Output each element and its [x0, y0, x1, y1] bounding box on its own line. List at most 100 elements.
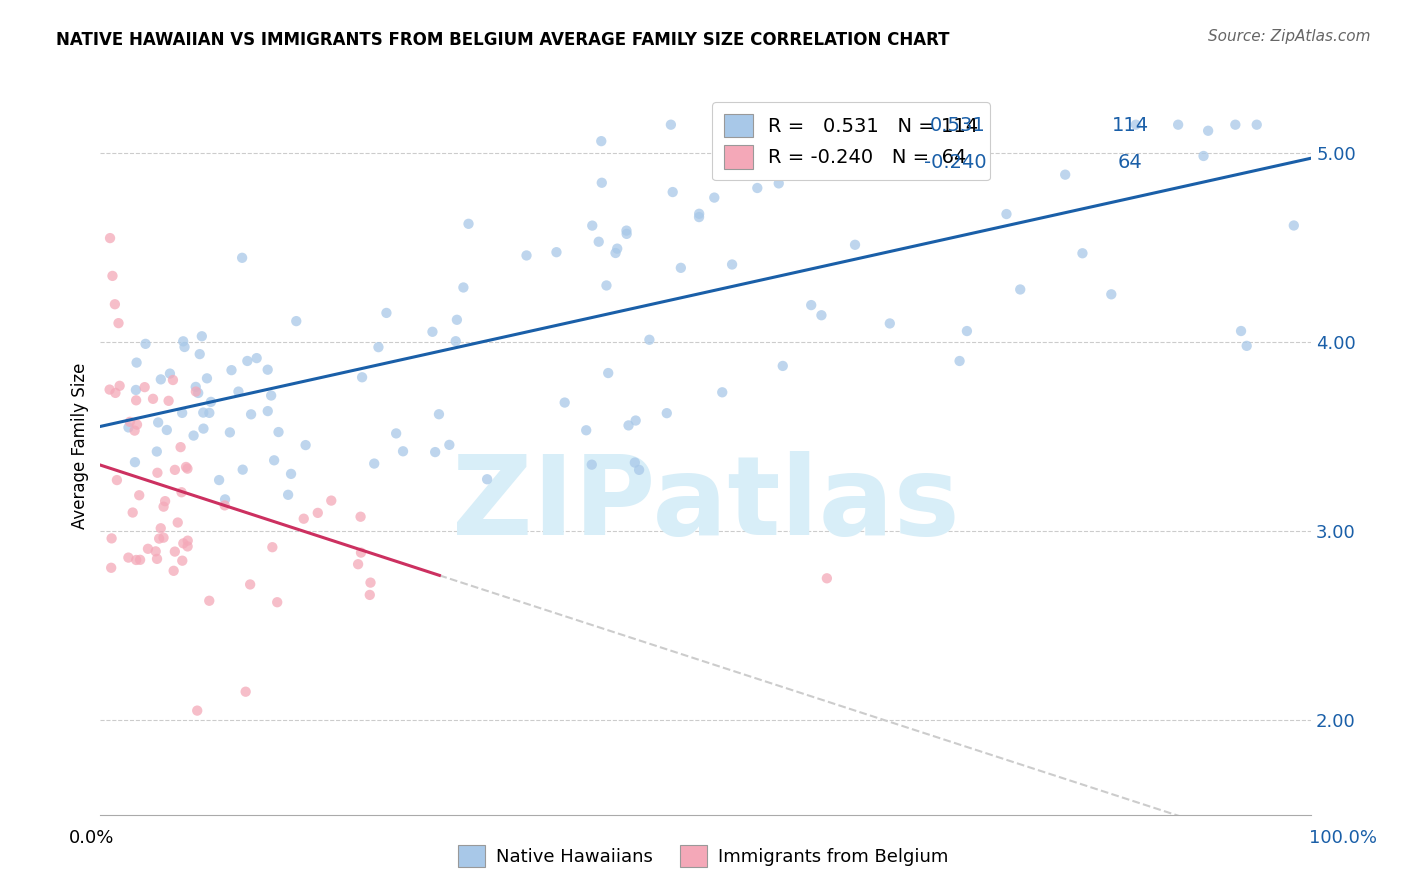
Text: 0.0%: 0.0%: [69, 829, 114, 847]
Point: [359, 588, 381, 602]
Point: [246, 351, 269, 365]
Point: [688, 207, 710, 221]
Point: [352, 370, 374, 384]
Point: [157, 393, 180, 408]
Point: [810, 308, 832, 322]
Point: [617, 418, 640, 433]
Point: [475, 472, 498, 486]
Point: [946, 120, 969, 134]
Point: [392, 444, 415, 458]
Point: [117, 420, 139, 434]
Point: [815, 571, 838, 585]
Point: [360, 575, 382, 590]
Point: [187, 386, 209, 401]
Point: [1010, 283, 1032, 297]
Point: [800, 298, 823, 312]
Point: [173, 340, 195, 354]
Point: [422, 325, 444, 339]
Point: [142, 392, 165, 406]
Point: [827, 118, 849, 132]
Point: [153, 494, 176, 508]
Point: [125, 417, 148, 432]
Point: [214, 499, 236, 513]
Point: [188, 347, 211, 361]
Point: [347, 558, 370, 572]
Point: [172, 554, 194, 568]
Point: [721, 258, 744, 272]
Point: [546, 245, 568, 260]
Point: [457, 217, 479, 231]
Point: [156, 423, 179, 437]
Point: [184, 384, 207, 399]
Point: [280, 467, 302, 481]
Point: [350, 546, 373, 560]
Point: [444, 334, 467, 349]
Point: [772, 359, 794, 373]
Point: [1230, 324, 1253, 338]
Point: [439, 438, 461, 452]
Point: [124, 455, 146, 469]
Point: [198, 406, 221, 420]
Legend: Native Hawaiians, Immigrants from Belgium: Native Hawaiians, Immigrants from Belgiu…: [451, 838, 955, 874]
Point: [208, 473, 231, 487]
Point: [688, 210, 710, 224]
Point: [235, 684, 257, 698]
Point: [446, 313, 468, 327]
Point: [1225, 118, 1247, 132]
Point: [1197, 124, 1219, 138]
Point: [598, 366, 620, 380]
Point: [363, 457, 385, 471]
Point: [98, 383, 121, 397]
Point: [136, 541, 159, 556]
Point: [239, 577, 262, 591]
Point: [146, 466, 169, 480]
Point: [267, 425, 290, 439]
Point: [669, 260, 692, 275]
Point: [453, 280, 475, 294]
Point: [152, 531, 174, 545]
Point: [117, 550, 139, 565]
Point: [581, 458, 603, 472]
Point: [193, 422, 215, 436]
Point: [170, 485, 193, 500]
Point: [638, 333, 661, 347]
Point: [159, 367, 181, 381]
Point: [591, 176, 613, 190]
Point: [176, 540, 198, 554]
Point: [129, 553, 152, 567]
Point: [145, 544, 167, 558]
Point: [995, 207, 1018, 221]
Point: [427, 407, 450, 421]
Point: [231, 251, 253, 265]
Point: [146, 416, 169, 430]
Point: [588, 235, 610, 249]
Point: [125, 393, 148, 408]
Point: [1192, 149, 1215, 163]
Point: [169, 440, 191, 454]
Point: [124, 424, 146, 438]
Point: [107, 316, 129, 330]
Point: [425, 445, 447, 459]
Point: [831, 118, 853, 132]
Text: NATIVE HAWAIIAN VS IMMIGRANTS FROM BELGIUM AVERAGE FAMILY SIZE CORRELATION CHART: NATIVE HAWAIIAN VS IMMIGRANTS FROM BELGI…: [56, 31, 949, 49]
Point: [1071, 246, 1094, 260]
Point: [628, 463, 651, 477]
Point: [321, 493, 343, 508]
Point: [294, 438, 316, 452]
Point: [1054, 168, 1077, 182]
Point: [146, 552, 169, 566]
Y-axis label: Average Family Size: Average Family Size: [72, 363, 89, 529]
Point: [515, 248, 537, 262]
Point: [162, 373, 184, 387]
Point: [385, 426, 408, 441]
Point: [367, 340, 389, 354]
Point: [263, 453, 285, 467]
Point: [125, 383, 148, 397]
Point: [186, 704, 208, 718]
Point: [256, 362, 278, 376]
Point: [101, 268, 124, 283]
Point: [174, 460, 197, 475]
Point: [184, 380, 207, 394]
Point: [172, 536, 194, 550]
Point: [277, 488, 299, 502]
